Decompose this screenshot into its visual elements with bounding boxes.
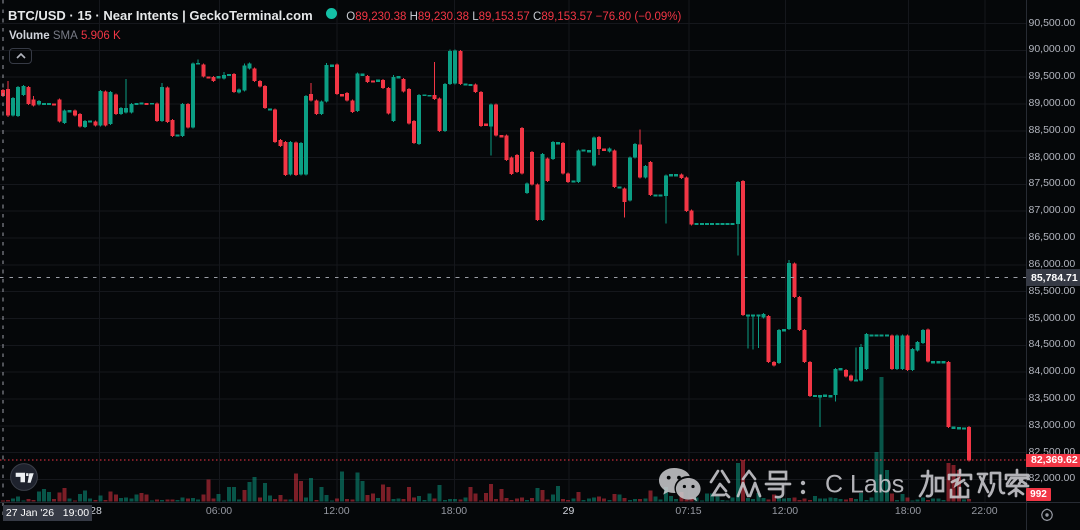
svg-text:C Labs: C Labs	[825, 471, 904, 499]
